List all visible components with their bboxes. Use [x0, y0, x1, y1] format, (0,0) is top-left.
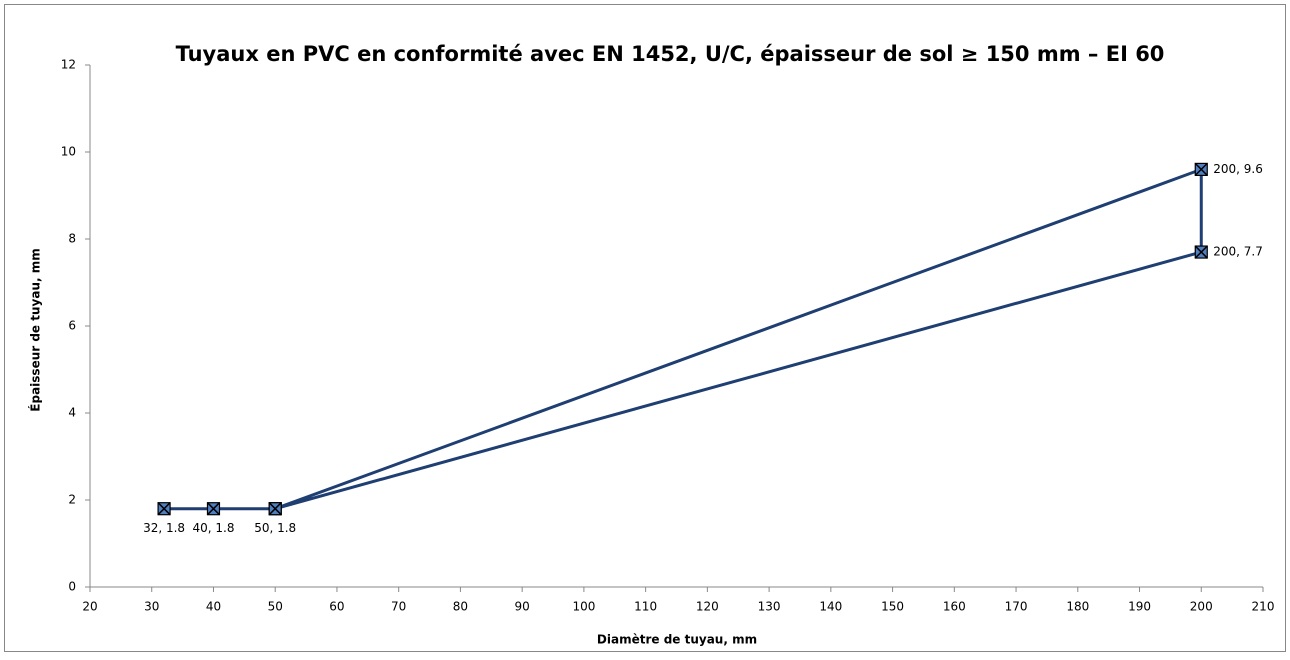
data-label: 32, 1.8 [143, 521, 185, 535]
x-tick-label: 210 [1252, 600, 1275, 614]
x-tick-label: 160 [943, 600, 966, 614]
x-tick-label: 170 [1005, 600, 1028, 614]
data-label: 50, 1.8 [254, 521, 296, 535]
y-tick-label: 4 [68, 406, 76, 420]
x-axis-label: Diamètre de tuyau, mm [597, 633, 757, 647]
y-tick-label: 0 [68, 580, 76, 594]
marker [157, 502, 171, 516]
x-tick-label: 30 [144, 600, 159, 614]
marker-cross [157, 502, 171, 516]
marker [268, 502, 282, 516]
marker-cross [1194, 245, 1208, 259]
data-label: 200, 7.7 [1213, 245, 1263, 259]
y-tick-label: 2 [68, 493, 76, 507]
series-line [164, 167, 1203, 511]
y-tick-label: 6 [68, 319, 76, 333]
x-tick-label: 150 [881, 600, 904, 614]
data-label: 200, 9.6 [1213, 162, 1263, 176]
x-tick-label: 200 [1190, 600, 1213, 614]
marker [1194, 245, 1208, 259]
x-tick-label: 40 [206, 600, 221, 614]
marker-cross [1194, 162, 1208, 176]
x-tick-label: 130 [758, 600, 781, 614]
y-tick-label: 8 [68, 232, 76, 246]
marker-cross [206, 502, 221, 516]
marker [1194, 162, 1208, 176]
x-tick-label: 180 [1066, 600, 1089, 614]
y-axis-label: Épaisseur de tuyau, mm [28, 248, 43, 411]
x-tick-label: 110 [634, 600, 657, 614]
x-tick-label: 90 [515, 600, 530, 614]
marker-cross [268, 502, 282, 516]
chart-title: Tuyaux en PVC en conformité avec EN 1452… [176, 42, 1165, 66]
x-tick-label: 190 [1128, 600, 1151, 614]
marker [206, 502, 221, 516]
x-tick-label: 140 [819, 600, 842, 614]
x-tick-label: 80 [453, 600, 468, 614]
x-tick-label: 50 [268, 600, 283, 614]
x-tick-label: 70 [391, 600, 406, 614]
chart-border [4, 4, 1286, 652]
x-tick-label: 20 [82, 600, 97, 614]
data-label: 40, 1.8 [192, 521, 234, 535]
x-tick-label: 120 [696, 600, 719, 614]
x-tick-label: 100 [572, 600, 595, 614]
y-tick-label: 10 [61, 145, 76, 159]
x-tick-label: 60 [329, 600, 344, 614]
y-tick-label: 12 [61, 58, 76, 72]
